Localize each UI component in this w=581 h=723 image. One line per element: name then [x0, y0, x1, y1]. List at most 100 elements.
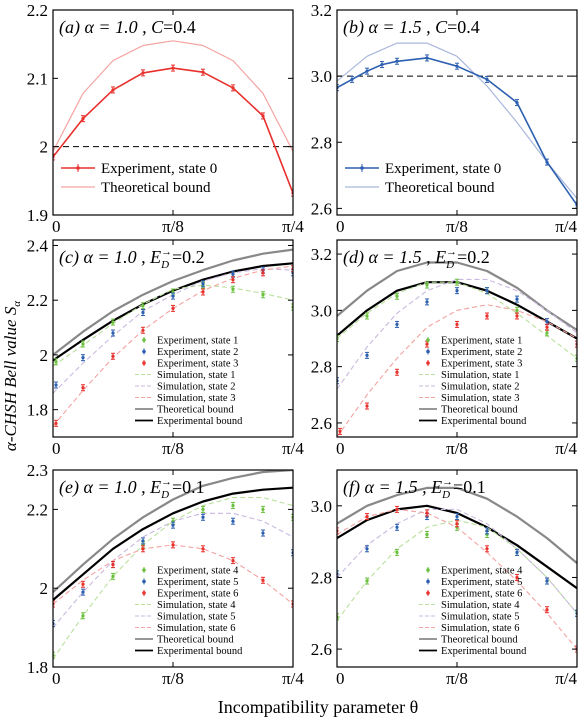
legend-label: Experiment, state 3	[157, 359, 238, 370]
y-tick-label: 3.2	[311, 1, 332, 20]
panel-title-value: =0.1	[453, 477, 486, 497]
x-tick-label: π/4	[282, 439, 304, 458]
data-point	[171, 541, 175, 549]
panel-title-prefix: (b) α = 1.5 ,	[343, 17, 435, 38]
series-line-1	[53, 486, 293, 601]
legend-label: Experimental bound	[157, 646, 243, 657]
legend-marker	[76, 166, 80, 170]
y-tick-label: 2	[40, 346, 49, 365]
y-tick-label: 2.6	[311, 414, 332, 433]
data-point	[110, 572, 115, 580]
legend-label: Theoretical bound	[157, 635, 234, 646]
panel-title-prefix: (a) α = 1.0 ,	[59, 17, 151, 38]
data-point	[140, 69, 145, 77]
legend-label: Experiment, state 6	[441, 589, 522, 600]
data-point	[544, 158, 549, 166]
data-point	[201, 68, 206, 76]
data-point	[455, 320, 459, 328]
data-point	[350, 75, 355, 83]
legend-label: Simulation, state 2	[157, 382, 235, 393]
data-point	[171, 304, 175, 312]
data-point	[110, 561, 115, 569]
data-point	[81, 115, 86, 123]
y-tick-label: 1.8	[27, 401, 48, 420]
data-point	[365, 351, 370, 359]
data-point	[394, 320, 399, 328]
legend-label: Simulation, state 4	[157, 600, 236, 611]
series-line-4	[337, 304, 577, 437]
x-tick-label: π/8	[446, 217, 468, 236]
legend-label: Simulation, state 1	[157, 370, 235, 381]
data-point	[380, 61, 385, 69]
panel-e: 0 π/8 π/4 1.8 2 2.2 2.3 (e) α = 1.0 , ED→=0.1 Ex…	[27, 461, 305, 688]
data-point	[365, 67, 370, 75]
panel-title-value: =0.4	[447, 17, 480, 37]
y-axis-label-main: α-CHSH Bell value S	[1, 306, 20, 451]
legend-marker	[360, 166, 364, 170]
panel-title-var-sup: →	[161, 476, 172, 488]
data-point	[514, 99, 519, 107]
panel-title-var-sub: D	[441, 489, 450, 501]
legend-label: Experiment, state 4	[441, 566, 523, 577]
series-line-3	[337, 278, 577, 390]
x-tick-label: π/4	[282, 217, 304, 236]
legend-label: Experimental bound	[441, 646, 527, 657]
data-point	[201, 288, 206, 296]
data-point	[544, 606, 549, 614]
data-point	[201, 513, 206, 521]
legend-label: Theoretical bound	[441, 405, 518, 416]
y-tick-label: 2.6	[311, 640, 332, 659]
legend-marker	[142, 361, 146, 365]
series-line-0	[53, 248, 293, 356]
legend-label: Simulation, state 3	[441, 393, 519, 404]
data-point	[260, 112, 265, 120]
data-point	[424, 340, 429, 348]
panel-title-var-sup: →	[442, 476, 453, 488]
y-tick-label: 1.8	[27, 658, 48, 677]
legend-label: Experiment, state 5	[441, 577, 522, 588]
panel-title: (e) α = 1.0 , ED→=0.1	[59, 476, 205, 501]
legend-marker	[426, 361, 430, 365]
y-tick-label: 2.1	[27, 69, 48, 88]
data-point	[394, 57, 399, 65]
panel-title-value: =0.2	[457, 247, 490, 267]
legend-label: Simulation, state 6	[441, 623, 519, 634]
panel-title-prefix: (f) α = 1.5 ,	[343, 477, 431, 498]
data-point	[365, 513, 370, 521]
data-point	[171, 521, 175, 529]
legend-label: Simulation, state 3	[157, 393, 235, 404]
panel-title-var-sub: D	[160, 259, 169, 271]
panel-title-value: =0.4	[163, 17, 196, 37]
data-point	[544, 318, 549, 326]
legend-marker	[142, 349, 146, 354]
data-point	[140, 302, 145, 310]
data-point	[514, 312, 519, 320]
series-line-1	[337, 504, 577, 590]
data-point	[260, 505, 265, 513]
data-point	[260, 269, 265, 277]
legend-label: Experiment, state 0	[101, 161, 217, 177]
y-tick-label: 3.0	[311, 67, 332, 86]
data-point	[81, 580, 86, 588]
panel-title-var-sub: D	[160, 489, 169, 501]
data-point	[485, 75, 490, 83]
series-line-0	[337, 42, 577, 199]
legend-label: Experiment, state 2	[157, 347, 238, 358]
legend-marker	[426, 591, 430, 595]
data-point	[260, 291, 265, 299]
x-tick-label: π/4	[555, 217, 577, 236]
panel-c: 0 π/8 π/4 1.8 2 2.2 2.4 (c) α = 1.0 , ED→=0.2 Ex…	[27, 236, 305, 458]
data-point	[424, 509, 429, 517]
x-tick-label: π/8	[162, 439, 184, 458]
legend-label: Theoretical bound	[441, 635, 518, 646]
plot-area-c	[53, 248, 293, 427]
data-point	[365, 402, 370, 410]
data-point	[337, 427, 342, 435]
legend-label: Theoretical bound	[101, 180, 211, 196]
data-point	[424, 54, 429, 62]
x-tick-label: π/8	[446, 669, 468, 688]
panel-title: (d) α = 1.5 , ED→=0.2	[343, 246, 490, 271]
data-point	[140, 326, 145, 334]
x-tick-label: π/8	[446, 439, 468, 458]
